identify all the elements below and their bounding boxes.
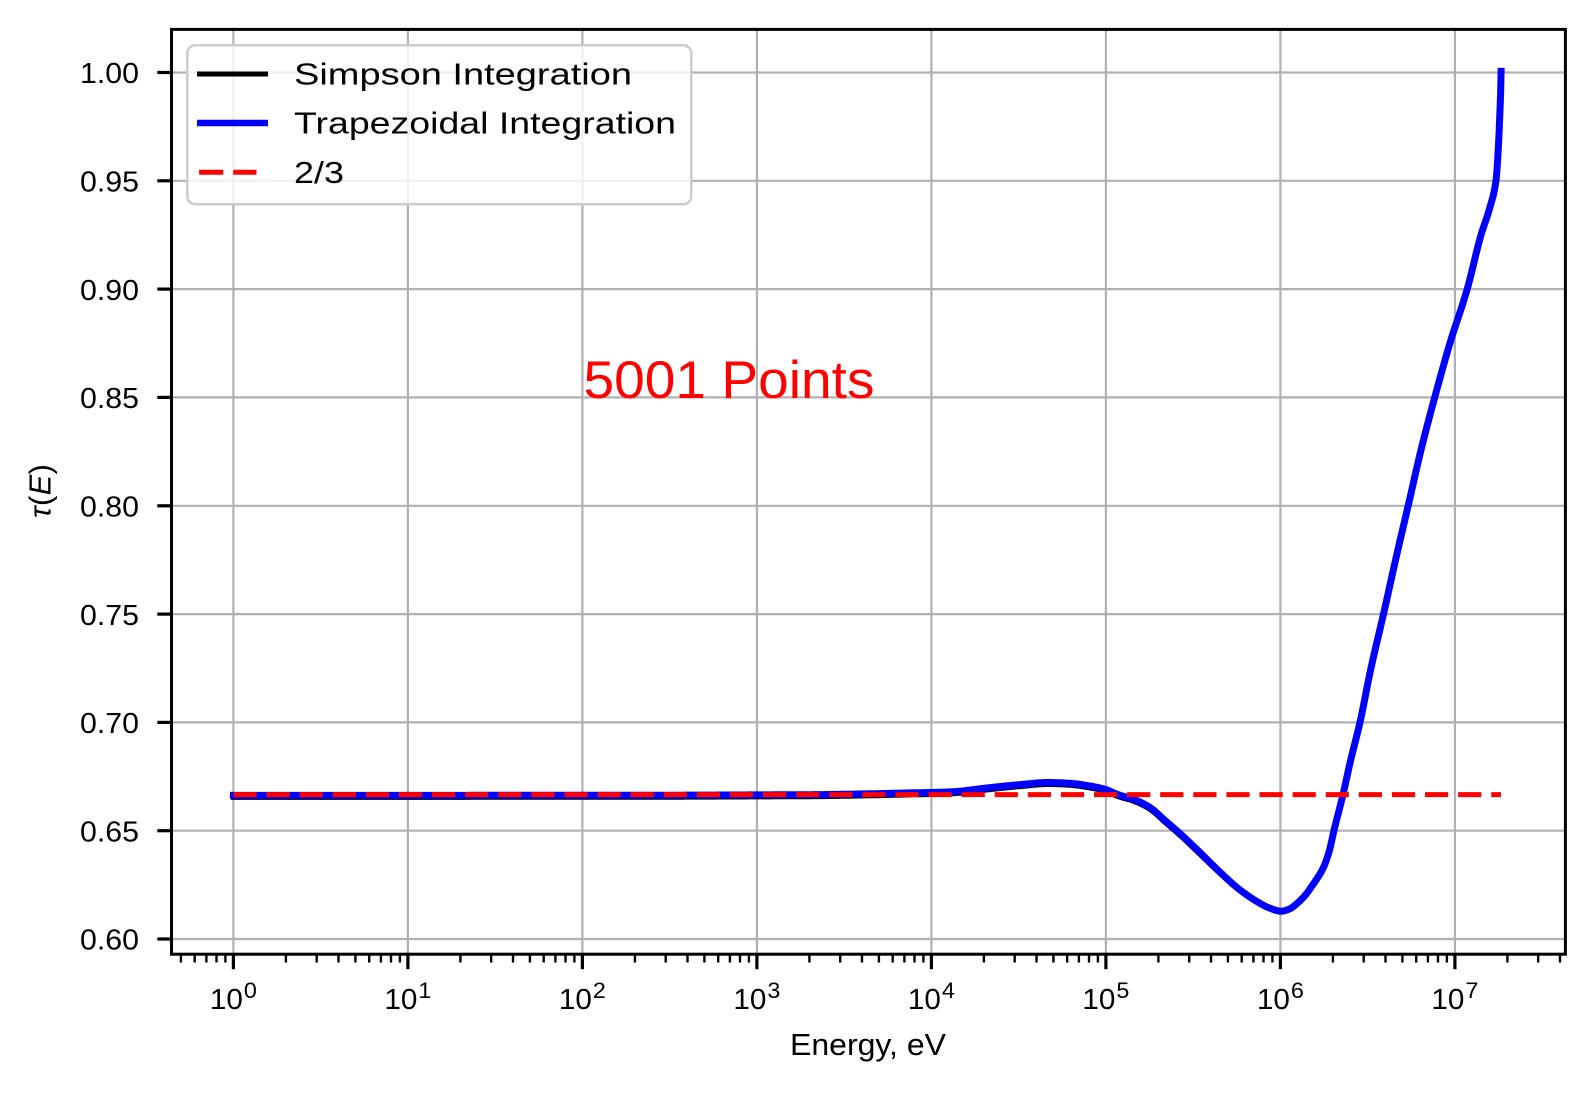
svg-text:3: 3 bbox=[767, 978, 780, 1003]
svg-text:10: 10 bbox=[210, 984, 243, 1016]
svg-text:Simpson Integration: Simpson Integration bbox=[294, 57, 632, 92]
svg-text:1.00: 1.00 bbox=[80, 58, 139, 90]
svg-text:4: 4 bbox=[942, 978, 955, 1003]
svg-text:10: 10 bbox=[1431, 984, 1464, 1016]
svg-text:2/3: 2/3 bbox=[294, 155, 344, 190]
svg-text:0.95: 0.95 bbox=[80, 167, 139, 199]
svg-text:0.60: 0.60 bbox=[80, 925, 139, 957]
svg-text:0.65: 0.65 bbox=[80, 816, 139, 848]
svg-text:2: 2 bbox=[593, 978, 606, 1003]
svg-text:10: 10 bbox=[384, 984, 417, 1016]
svg-text:6: 6 bbox=[1291, 978, 1304, 1003]
svg-text:10: 10 bbox=[908, 984, 941, 1016]
svg-text:7: 7 bbox=[1465, 978, 1478, 1003]
svg-text:10: 10 bbox=[1082, 984, 1115, 1016]
svg-text:0.90: 0.90 bbox=[80, 275, 139, 307]
svg-text:0.70: 0.70 bbox=[80, 708, 139, 740]
svg-text:Trapezoidal Integration: Trapezoidal Integration bbox=[294, 106, 676, 141]
svg-text:Energy, eV: Energy, eV bbox=[790, 1027, 946, 1062]
svg-text:0.85: 0.85 bbox=[80, 383, 139, 415]
svg-text:10: 10 bbox=[559, 984, 592, 1016]
svg-text:5: 5 bbox=[1116, 978, 1129, 1003]
svg-text:0.75: 0.75 bbox=[80, 600, 139, 632]
svg-text:0.80: 0.80 bbox=[80, 492, 139, 524]
svg-text:0: 0 bbox=[244, 978, 257, 1003]
svg-text:5001 Points: 5001 Points bbox=[584, 351, 875, 410]
svg-text:10: 10 bbox=[733, 984, 766, 1016]
svg-text:τ(E): τ(E) bbox=[23, 464, 58, 518]
svg-text:1: 1 bbox=[418, 978, 431, 1003]
svg-text:10: 10 bbox=[1257, 984, 1290, 1016]
